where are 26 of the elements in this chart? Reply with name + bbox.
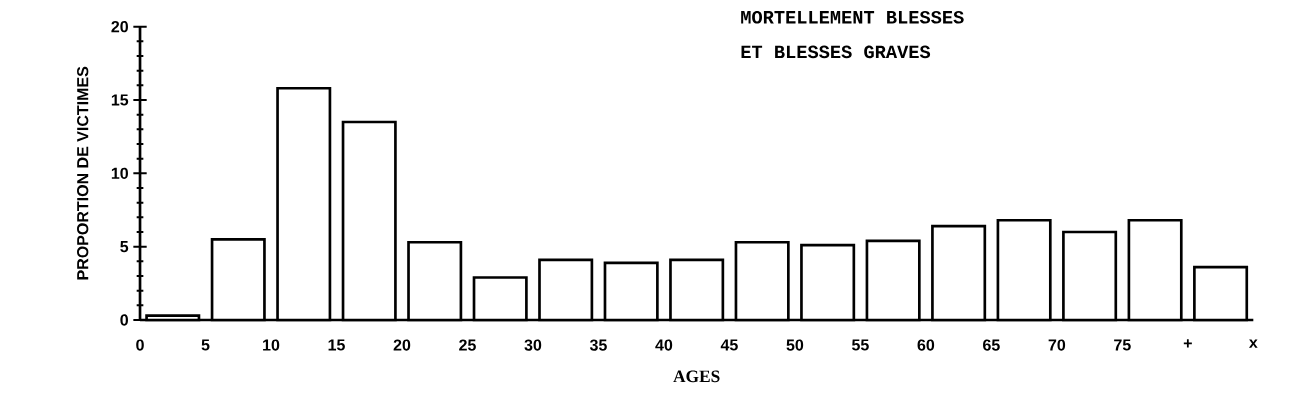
x-tick-label: 20 (393, 339, 411, 351)
y-tick-label: 10 (111, 167, 128, 180)
y-tick-label: 5 (120, 241, 129, 253)
x-tick-label: 5 (201, 339, 210, 351)
y-tick-label: 15 (111, 94, 129, 106)
x-tick-label: + (1183, 339, 1192, 348)
y-axis-title: PROPORTION DE VICTIMES (77, 67, 89, 280)
x-tick-label: 35 (589, 339, 607, 351)
x-axis-title: AGES (673, 370, 720, 383)
x-tick-label: 65 (983, 339, 1000, 351)
x-tick-label: 25 (459, 339, 476, 351)
x-tick-label: 75 (1114, 339, 1131, 351)
x-tick-label: 70 (1048, 339, 1066, 351)
y-tick-label: 0 (120, 314, 128, 326)
x-tick-label: 0 (136, 339, 144, 351)
x-tick-label: 45 (720, 339, 738, 351)
x-tick-label: x (1248, 339, 1258, 348)
x-tick-label: 40 (655, 339, 673, 351)
x-tick-label: 60 (917, 339, 935, 351)
x-tick-label: 30 (524, 339, 542, 351)
x-tick-label: 55 (851, 339, 869, 351)
x-tick-label: 10 (263, 339, 280, 351)
y-tick-label: 20 (111, 21, 128, 33)
chart-title: MORTELLEMENT BLESSES ET BLESSES GRAVES (741, 11, 964, 59)
x-tick-label: 15 (328, 339, 345, 351)
x-tick-label: 50 (786, 339, 804, 351)
